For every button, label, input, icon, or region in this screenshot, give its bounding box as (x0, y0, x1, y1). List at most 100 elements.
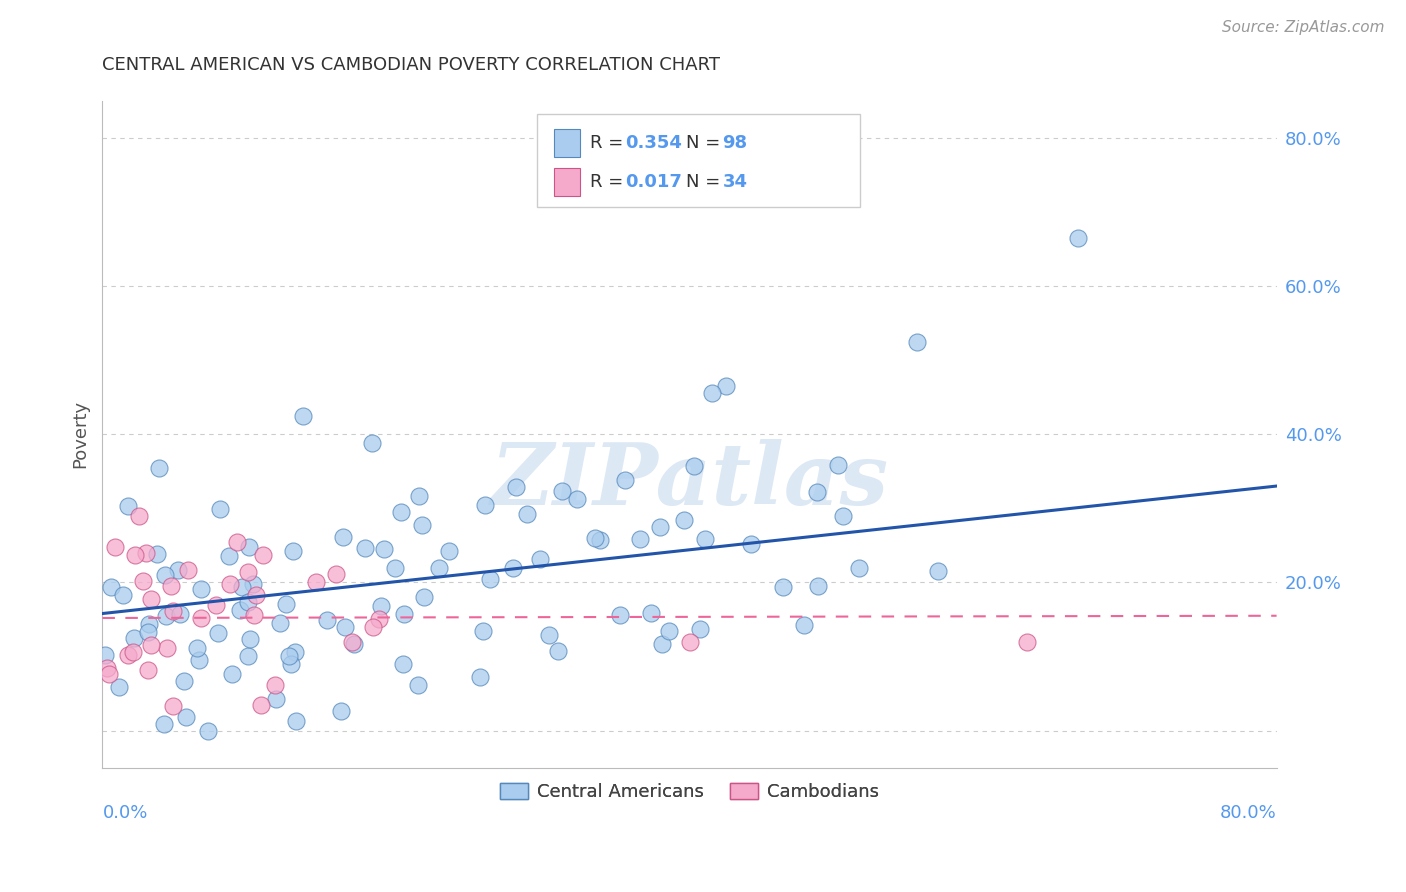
Point (693, 532, 716, 546)
Point (516, 507, 538, 521)
Point (505, 480, 527, 494)
Point (245, 588, 267, 602)
Point (94, 648, 117, 662)
Point (229, 602, 252, 616)
Point (529, 552, 551, 566)
FancyBboxPatch shape (537, 114, 859, 207)
Point (905, 334, 928, 349)
Point (238, 649, 260, 664)
Text: 0.0%: 0.0% (103, 805, 148, 822)
Point (236, 565, 259, 579)
Point (186, 640, 208, 655)
Point (100, 581, 122, 595)
Point (354, 541, 377, 555)
Point (648, 520, 671, 534)
Point (128, 508, 150, 523)
Text: 98: 98 (723, 135, 748, 153)
Point (1015, 634, 1038, 648)
Point (716, 379, 738, 393)
Point (368, 612, 391, 626)
Point (411, 518, 433, 533)
Point (583, 532, 606, 546)
Point (370, 599, 392, 614)
Text: N =: N = (686, 135, 725, 153)
Text: Source: ZipAtlas.com: Source: ZipAtlas.com (1222, 20, 1385, 35)
Point (173, 673, 195, 688)
Point (613, 473, 636, 487)
Point (104, 540, 127, 554)
Point (96, 661, 118, 675)
Text: 0.017: 0.017 (624, 173, 682, 191)
Point (264, 678, 287, 692)
Point (478, 572, 501, 586)
Point (155, 609, 177, 624)
Point (205, 598, 228, 612)
Point (502, 560, 524, 574)
Point (658, 624, 681, 638)
Point (472, 624, 495, 639)
Point (141, 591, 163, 606)
Point (1067, 231, 1090, 245)
Point (124, 548, 146, 562)
Point (589, 533, 612, 547)
Text: 34: 34 (723, 173, 748, 191)
Point (384, 561, 406, 575)
Point (132, 574, 155, 588)
Point (135, 546, 157, 560)
Point (329, 704, 352, 718)
Point (565, 491, 588, 506)
Point (806, 484, 828, 499)
Point (169, 607, 191, 621)
Point (188, 653, 211, 667)
Point (340, 634, 363, 648)
Point (427, 561, 450, 575)
Point (332, 530, 354, 544)
Point (678, 634, 700, 648)
Bar (554, 129, 581, 157)
Point (218, 549, 240, 563)
Point (827, 458, 849, 472)
Point (176, 710, 198, 724)
Point (252, 548, 274, 562)
Point (343, 637, 366, 651)
Bar (554, 168, 581, 196)
Point (284, 644, 307, 658)
Text: ZIPatlas: ZIPatlas (491, 439, 889, 523)
Point (373, 541, 395, 556)
Point (111, 588, 134, 602)
Point (673, 513, 696, 527)
Point (138, 616, 160, 631)
Point (162, 603, 184, 617)
Legend: Central Americans, Cambodians: Central Americans, Cambodians (494, 776, 886, 809)
Text: CENTRAL AMERICAN VS CAMBODIAN POVERTY CORRELATION CHART: CENTRAL AMERICAN VS CAMBODIAN POVERTY CO… (103, 56, 720, 74)
Point (772, 580, 794, 594)
Point (305, 575, 328, 590)
Point (136, 663, 159, 677)
Text: R =: R = (589, 135, 628, 153)
Point (316, 613, 339, 627)
Point (239, 632, 262, 646)
Point (792, 618, 814, 632)
Point (547, 644, 569, 658)
Point (325, 567, 347, 582)
Point (124, 631, 146, 645)
Point (190, 582, 212, 596)
Point (139, 638, 162, 652)
Point (700, 386, 723, 401)
Point (280, 657, 302, 671)
Point (238, 540, 260, 554)
Point (207, 626, 229, 640)
Point (413, 591, 436, 605)
Point (285, 714, 308, 728)
Point (278, 649, 301, 664)
Point (177, 564, 200, 578)
Point (640, 607, 662, 621)
Point (538, 628, 561, 642)
Point (226, 535, 249, 549)
Point (609, 607, 631, 622)
Y-axis label: Poverty: Poverty (72, 401, 89, 468)
Point (166, 563, 188, 577)
Point (148, 461, 170, 475)
Point (155, 568, 177, 582)
Point (264, 692, 287, 706)
